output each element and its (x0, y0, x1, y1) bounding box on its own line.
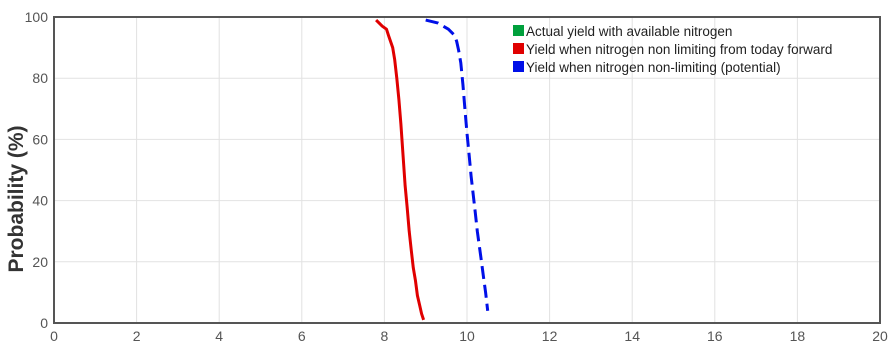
x-tick-label: 18 (790, 328, 806, 344)
x-tick-label: 16 (707, 328, 723, 344)
x-tick-label: 20 (872, 328, 888, 344)
tick-labels: 0 2 4 6 8 10 12 14 16 18 20 0 20 40 60 80 100 (25, 9, 888, 344)
x-tick-label: 10 (459, 328, 475, 344)
x-tick-label: 8 (381, 328, 389, 344)
y-tick-label: 60 (32, 131, 48, 147)
plot-frame (53, 16, 881, 324)
x-tick-label: 0 (50, 328, 58, 344)
y-tick-label: 0 (40, 315, 48, 331)
legend-swatch (513, 25, 524, 36)
x-tick-label: 14 (624, 328, 640, 344)
series-lines (375, 18, 490, 321)
series-line-1 (375, 19, 426, 321)
legend: Actual yield with available nitrogen Yiel… (513, 24, 832, 75)
legend-label: Actual yield with available nitrogen (526, 24, 732, 39)
y-axis-label: Probability (%) (5, 125, 28, 272)
y-tick-label: 80 (32, 70, 48, 86)
y-tick-label: 100 (25, 9, 49, 25)
y-tick-label: 40 (32, 193, 48, 209)
legend-label: Yield when nitrogen non-limiting (potent… (526, 60, 781, 75)
legend-swatch (513, 43, 524, 54)
x-tick-label: 2 (133, 328, 141, 344)
x-tick-label: 12 (542, 328, 558, 344)
x-tick-label: 4 (215, 328, 223, 344)
legend-swatch (513, 61, 524, 72)
y-tick-label: 20 (32, 254, 48, 270)
legend-label: Yield when nitrogen non limiting from to… (526, 42, 832, 57)
x-tick-label: 6 (298, 328, 306, 344)
series-line-2 (425, 18, 490, 311)
